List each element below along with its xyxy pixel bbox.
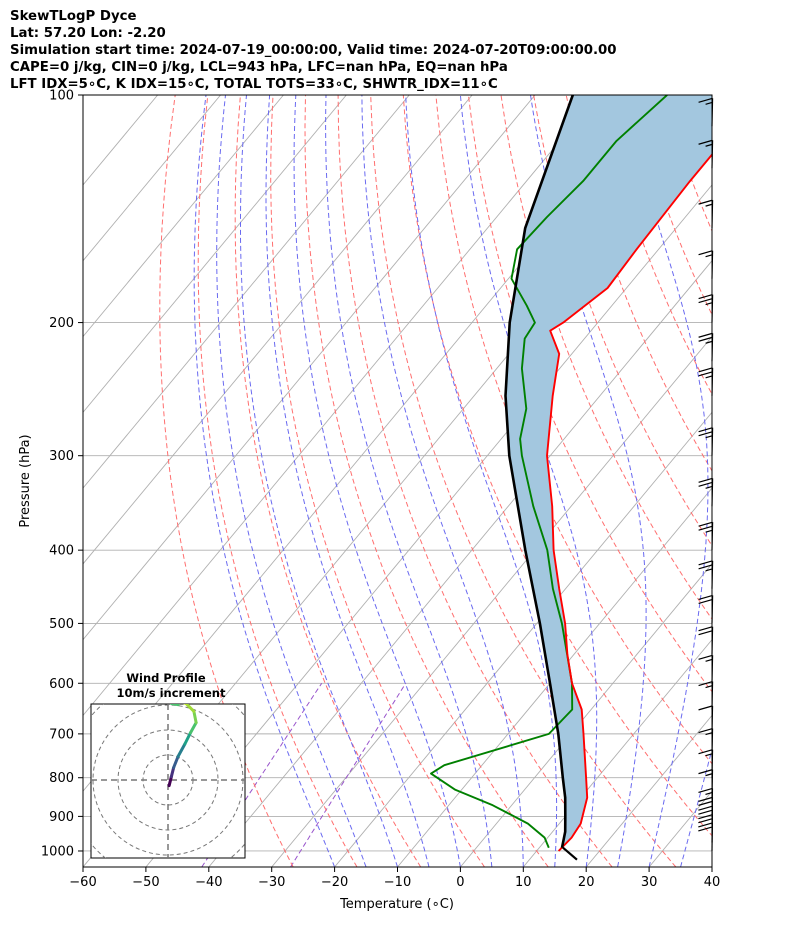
- dry-adiabat: [159, 95, 294, 867]
- y-tick-label: 300: [49, 449, 74, 464]
- location-line: Lat: 57.20 Lon: -2.20: [10, 26, 166, 41]
- x-tick-label: −50: [132, 875, 159, 890]
- isotherm-gridline: [83, 95, 410, 489]
- x-tick-label: −10: [384, 875, 411, 890]
- y-tick-label: 700: [49, 727, 74, 742]
- dry-adiabat: [197, 95, 358, 867]
- axis-ticks: −60 −50 −40 −30 −20 −10 0 10 20 30 40 100 200 300 400 5…: [41, 89, 720, 891]
- x-tick-label: −20: [321, 875, 348, 890]
- moist-adiabat: [711, 865, 712, 867]
- hodograph-segment: [176, 742, 187, 758]
- x-tick-label: 0: [456, 875, 464, 890]
- dewpoint-line: [430, 95, 668, 849]
- y-tick-label: 600: [49, 677, 74, 692]
- moist-adiabats: [193, 95, 712, 867]
- cape-line: CAPE=0 j/kg, CIN=0 j/kg, LCL=943 hPa, LF…: [10, 60, 508, 75]
- inset-title: Wind Profile: [126, 671, 206, 685]
- dry-adiabat: [270, 95, 485, 867]
- isotherm-gridline: [711, 866, 712, 867]
- chart-header: SkewTLogP Dyce Lat: 57.20 Lon: -2.20 Sim…: [10, 8, 617, 93]
- y-tick-label: 200: [49, 316, 74, 331]
- x-axis-label: Temperature (∘C): [339, 897, 454, 912]
- isotherm-gridline: [83, 95, 347, 414]
- hodograph-segment: [169, 766, 176, 779]
- moist-adiabat: [361, 95, 524, 867]
- moist-adiabat: [216, 95, 367, 867]
- time-line: Simulation start time: 2024-07-19_00:00:…: [10, 43, 617, 58]
- dry-adiabat: [500, 95, 712, 620]
- mixing-ratio-line: [290, 683, 407, 867]
- hodograph-segment: [192, 709, 198, 725]
- isotherm-gridline: [83, 95, 536, 641]
- y-tick-label: 900: [49, 810, 74, 825]
- x-tick-label: −40: [195, 875, 222, 890]
- isotherm-gridline: [83, 95, 284, 338]
- x-tick-label: 30: [641, 875, 658, 890]
- station-title: SkewTLogP Dyce: [10, 9, 137, 24]
- isotherm-gridline: [334, 411, 712, 867]
- dry-adiabat: [304, 95, 549, 867]
- x-tick-label: −30: [258, 875, 285, 890]
- cin-shading: [505, 95, 712, 848]
- y-tick-label: 100: [49, 89, 74, 104]
- moist-adiabat: [325, 95, 493, 867]
- dry-adiabat: [565, 95, 712, 472]
- moist-adiabat: [530, 95, 647, 867]
- moist-adiabat: [240, 95, 398, 867]
- hodograph-segment: [184, 704, 196, 713]
- y-tick-label: 500: [49, 617, 74, 632]
- mixing-ratio-lines: [201, 683, 407, 867]
- isotherm-gridline: [585, 714, 712, 867]
- isotherm-gridline: [83, 95, 221, 262]
- moist-adiabat: [265, 95, 430, 867]
- moist-adiabat: [622, 95, 709, 867]
- x-tick-label: 10: [515, 875, 532, 890]
- dry-adiabat: [370, 95, 677, 867]
- parcel-line: [504, 95, 575, 848]
- x-tick-label: −60: [69, 875, 96, 890]
- y-tick-label: 800: [49, 771, 74, 786]
- isotherm-gridline: [397, 487, 712, 867]
- hodograph-segment: [183, 731, 192, 746]
- isotherm-gridline: [83, 95, 473, 565]
- y-tick-label: 400: [49, 544, 74, 559]
- moist-adiabat: [405, 95, 558, 867]
- hodograph-segment: [172, 754, 180, 770]
- dry-adiabat: [762, 95, 794, 867]
- x-tick-label: 40: [704, 875, 721, 890]
- moist-adiabat: [293, 95, 461, 867]
- y-axis-label: Pressure (hPa): [18, 434, 33, 527]
- y-tick-label: 1000: [41, 844, 74, 859]
- isotherm-gridline: [271, 335, 712, 867]
- moist-adiabat: [193, 95, 336, 867]
- index-line: LFT IDX=5∘C, K IDX=15∘C, TOTAL TOTS=33∘C…: [10, 77, 498, 92]
- profile-lines: [430, 95, 712, 861]
- isotherm-gridline: [145, 184, 712, 867]
- hodograph-segment: [169, 704, 180, 707]
- dry-adiabat: [402, 95, 712, 837]
- temperature-line: [546, 153, 712, 852]
- hodograph-segment: [167, 775, 173, 788]
- wind-profile-inset: Wind Profile 10m/s increment: [90, 671, 246, 859]
- parcel-shading: [505, 95, 712, 848]
- x-tick-label: 20: [578, 875, 595, 890]
- inset-subtitle: 10m/s increment: [117, 686, 226, 700]
- hodograph-segment: [189, 721, 198, 735]
- dry-adiabat: [729, 95, 794, 867]
- surface-parcel-mark: [562, 846, 578, 861]
- isotherm-gridline: [83, 95, 599, 717]
- isotherm-gridline: [522, 638, 712, 867]
